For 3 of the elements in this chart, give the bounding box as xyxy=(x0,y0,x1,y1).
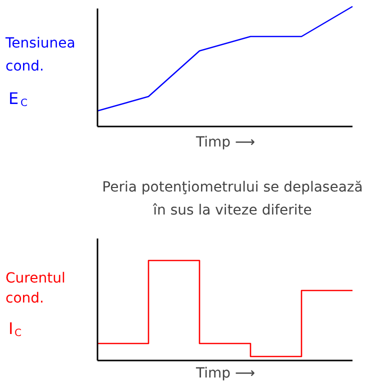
x-axis-title: Timp ⟶ xyxy=(194,134,256,150)
x-axis-title: Timp ⟶ xyxy=(194,366,256,382)
chart-title: Peria potenţiometrului se deplasează în sus la viteze diferite xyxy=(102,180,363,218)
